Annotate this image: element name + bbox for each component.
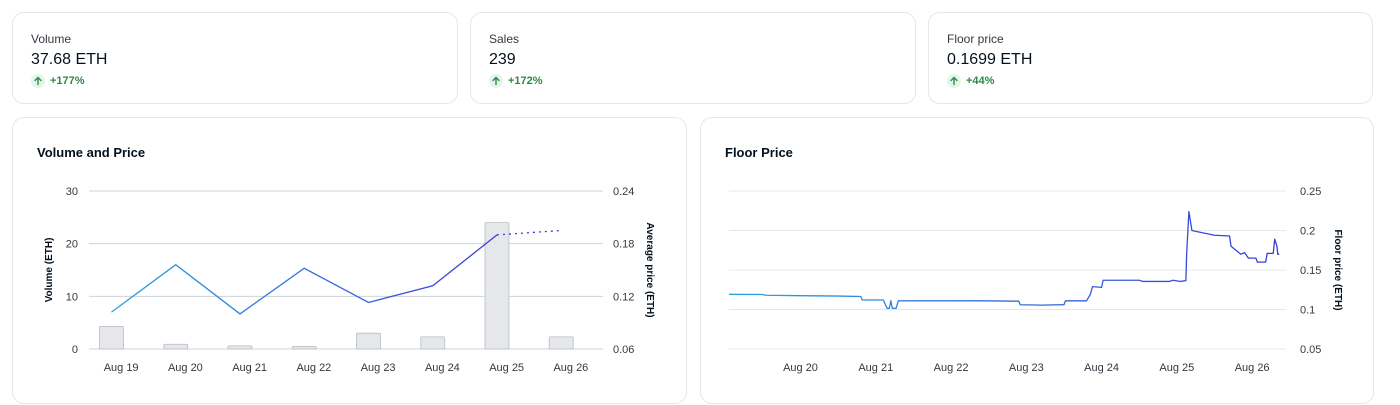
volume-price-chart-card: Volume and Price 0 10 20 30 0.06 0.12 0.18 0.24… — [12, 117, 687, 404]
x-tick-label: Aug 23 — [361, 362, 396, 374]
x-tick-label: Aug 22 — [934, 362, 969, 374]
y2-axis-title: Average price (ETH) — [644, 222, 655, 317]
x-tick-label: Aug 24 — [1084, 362, 1119, 374]
y-tick-label: 10 — [66, 291, 78, 303]
y2-tick-label: 0.12 — [613, 291, 634, 303]
volume-bar — [548, 336, 574, 350]
floor-price-chart: 0.05 0.1 0.15 0.2 0.25 Aug 20 Aug 21 Aug 22 Aug … — [728, 186, 1343, 374]
floor-price-chart-card: Floor Price 0.05 0.1 0.15 0.2 0.25 Aug 20 Aug … — [700, 117, 1374, 404]
x-tick-label: Aug 26 — [553, 362, 588, 374]
y-axis-title: Floor price (ETH) — [1332, 229, 1343, 310]
chart-title: Floor Price — [725, 145, 793, 160]
stat-value: 0.1699 ETH — [947, 51, 1033, 68]
x-tick-label: Aug 20 — [168, 362, 203, 374]
x-tick-label: Aug 19 — [104, 362, 139, 374]
volume-bar — [291, 345, 317, 350]
y-tick-label: 30 — [66, 186, 78, 198]
y2-tick-label: 0.18 — [613, 239, 634, 251]
volume-bar — [356, 332, 381, 350]
stat-change-value: +172% — [508, 75, 543, 87]
x-tick-label: Aug 25 — [1159, 362, 1194, 374]
arrow-up-icon — [31, 74, 45, 88]
stat-label: Volume — [31, 32, 72, 46]
volume-price-chart: 0 10 20 30 0.06 0.12 0.18 0.24 Aug 19 Aug 20 Aug 2… — [44, 186, 655, 374]
volume-bar — [227, 345, 253, 350]
x-tick-label: Aug 21 — [858, 362, 893, 374]
stat-label: Floor price — [947, 32, 1004, 46]
stat-change: +44% — [947, 74, 1354, 88]
y-tick-label: 0.15 — [1300, 265, 1321, 277]
arrow-up-icon — [947, 74, 961, 88]
stat-change-value: +177% — [50, 75, 85, 87]
average-price-line — [111, 234, 498, 315]
stat-change-value: +44% — [966, 75, 995, 87]
y-tick-label: 20 — [66, 239, 78, 251]
x-tick-label: Aug 21 — [232, 362, 267, 374]
y-tick-label: 0.05 — [1300, 344, 1321, 356]
y-tick-label: 0.1 — [1300, 305, 1315, 317]
x-tick-label: Aug 23 — [1009, 362, 1044, 374]
y-axis-title: Volume (ETH) — [44, 238, 55, 303]
stat-card-floor-price: Floor price 0.1699 ETH +44% — [928, 12, 1373, 104]
stat-label: Sales — [489, 32, 520, 46]
stat-value: 239 — [489, 51, 516, 68]
x-tick-label: Aug 25 — [489, 362, 524, 374]
x-tick-label: Aug 26 — [1235, 362, 1270, 374]
stat-change: +172% — [489, 74, 897, 88]
y2-tick-label: 0.06 — [613, 344, 634, 356]
arrow-up-icon — [489, 74, 503, 88]
volume-bar — [99, 325, 124, 350]
volume-bar — [420, 336, 446, 350]
floor-price-line — [728, 210, 1280, 309]
stat-card-sales: Sales 239 +172% — [470, 12, 916, 104]
y-tick-label: 0 — [72, 344, 78, 356]
volume-bar — [484, 222, 510, 350]
stat-card-volume: Volume 37.68 ETH +177% — [12, 12, 458, 104]
x-tick-label: Aug 20 — [783, 362, 818, 374]
x-tick-label: Aug 22 — [296, 362, 331, 374]
stat-change: +177% — [31, 74, 439, 88]
volume-bar — [163, 343, 189, 350]
chart-title: Volume and Price — [37, 145, 146, 160]
stat-value: 37.68 ETH — [31, 51, 108, 68]
y-tick-label: 0.25 — [1300, 186, 1321, 198]
y2-tick-label: 0.24 — [613, 186, 634, 198]
x-tick-label: Aug 24 — [425, 362, 460, 374]
y-tick-label: 0.2 — [1300, 226, 1315, 238]
